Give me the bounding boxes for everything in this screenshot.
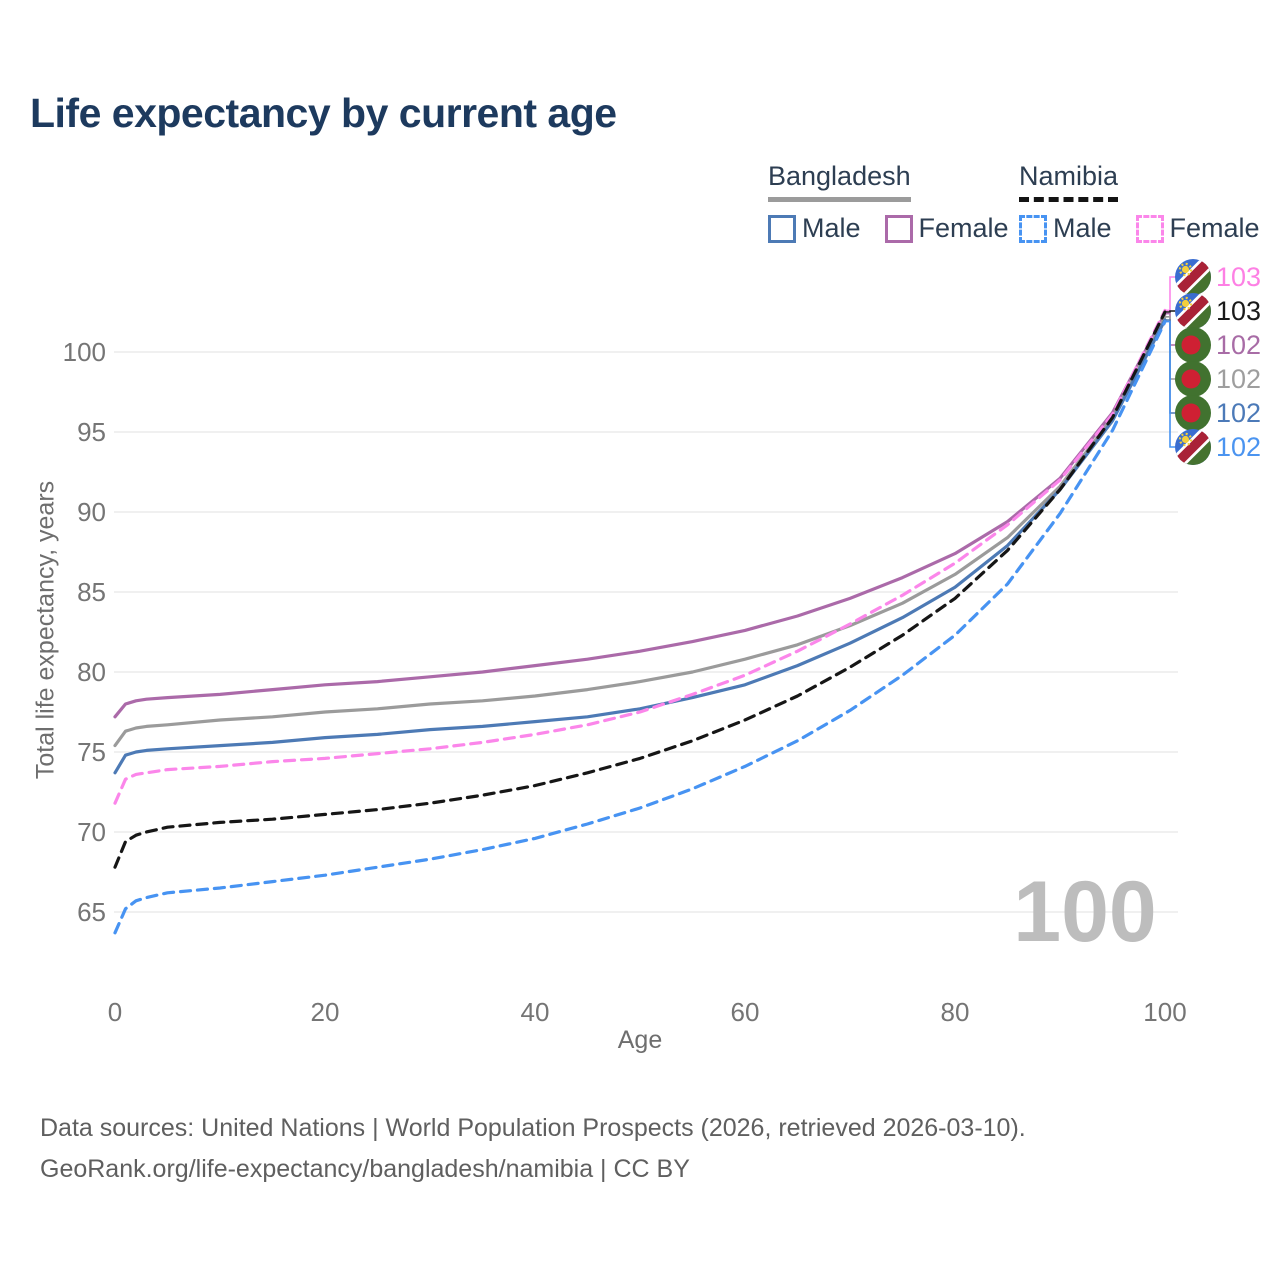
legend-item-namibia-female[interactable]: Female [1135,213,1260,244]
y-tick-label: 85 [77,577,106,607]
legend-swatch-bangladesh-female-icon [884,214,913,243]
legend-item-bangladesh-female[interactable]: Female [884,213,1009,244]
watermark: 100 [1013,864,1157,960]
y-tick-label: 65 [77,897,106,927]
bangladesh-flag-icon [1175,395,1211,431]
footer-attribution: GeoRank.org/life-expectancy/bangladesh/n… [40,1155,690,1183]
end-label-value-bangladesh-both: 102 [1216,364,1261,394]
y-tick-label: 80 [77,657,106,687]
legend-header-bangladesh: Bangladesh [768,161,911,202]
footer-data-sources: Data sources: United Nations | World Pop… [40,1114,1026,1142]
legend-group-namibia: Namibia Male Female [1019,161,1260,244]
x-tick-label: 100 [1143,997,1186,1027]
legend-item-label: Female [918,213,1009,243]
legend-item-label: Male [1053,213,1112,243]
end-label-value-namibia-both: 103 [1216,296,1261,326]
namibia-flag-icon [1172,290,1214,332]
x-tick-label: 20 [311,997,340,1027]
series-line-namibia-male [113,320,1167,935]
x-axis-title: Age [617,1026,663,1054]
end-label-value-bangladesh-male: 102 [1216,398,1261,428]
legend-swatch-namibia-male-icon [1019,214,1047,243]
series-line-bangladesh-both [113,315,1167,748]
end-label-connector-namibia-male [1166,320,1175,448]
bangladesh-flag-icon [1175,361,1211,397]
y-tick-label: 95 [77,417,106,447]
legend-items-namibia: Male Female [1019,213,1260,244]
legend-header-namibia: Namibia [1019,161,1119,202]
legend-swatch-bangladesh-male-icon [768,214,796,243]
y-tick-label: 100 [63,337,106,367]
end-label-connector-namibia-female [1166,276,1175,312]
legend-group-bangladesh: Bangladesh Male Female [768,161,1009,244]
namibia-flag-icon [1172,426,1214,468]
legend-item-namibia-male[interactable]: Male [1019,213,1112,244]
legend-item-label: Male [802,213,861,243]
bangladesh-flag-icon [1175,327,1211,363]
series-line-bangladesh-male [113,318,1167,775]
y-tick-label: 90 [77,497,106,527]
series-line-namibia-both [113,310,1167,869]
end-label-connector-namibia-both [1166,310,1175,313]
y-tick-label: 70 [77,817,106,847]
legend-item-bangladesh-male[interactable]: Male [768,213,861,244]
series-line-bangladesh-female [113,312,1167,719]
x-tick-label: 60 [731,997,760,1027]
footer: Data sources: United Nations | World Pop… [40,1108,1026,1190]
legend-swatch-namibia-female-icon [1135,214,1164,243]
x-tick-label: 80 [941,997,970,1027]
series-line-namibia-female [113,308,1167,805]
y-tick-label: 75 [77,737,106,767]
legend-items-bangladesh: Male Female [768,213,1009,244]
namibia-flag-icon [1172,256,1214,298]
end-label-value-namibia-female: 103 [1216,262,1261,292]
x-tick-label: 0 [108,997,122,1027]
y-axis-title: Total life expectancy, years [31,480,60,780]
end-label-value-namibia-male: 102 [1216,432,1261,462]
end-label-value-bangladesh-female: 102 [1216,330,1261,360]
legend-item-label: Female [1169,213,1260,243]
page-title: Life expectancy by current age [30,90,617,136]
x-tick-label: 40 [521,997,550,1027]
